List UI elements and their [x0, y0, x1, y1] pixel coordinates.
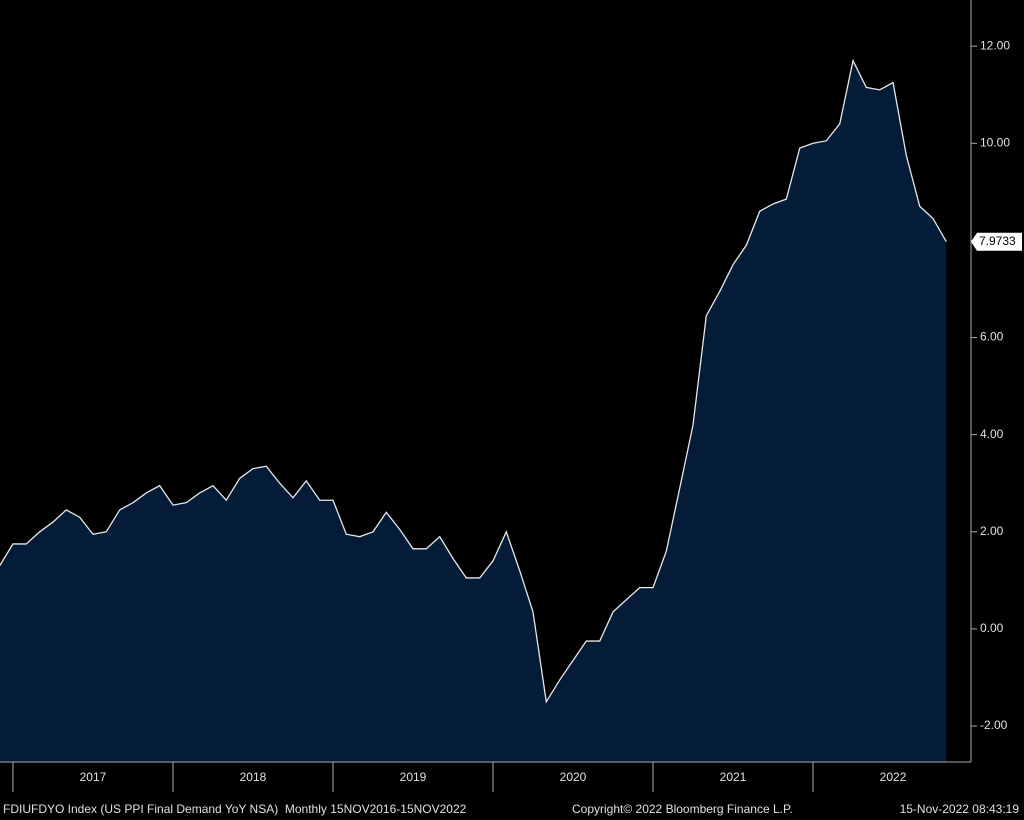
x-tick-label: 2022: [880, 770, 907, 784]
footer-timestamp: 15-Nov-2022 08:43:19: [900, 802, 1020, 816]
footer-copyright: Copyright© 2022 Bloomberg Finance L.P.: [572, 802, 793, 816]
area: [0, 60, 947, 762]
plot-area: [0, 58, 947, 762]
y-tick-label: 10.00: [980, 135, 1010, 149]
y-tick-label: 2.00: [980, 524, 1004, 538]
x-tick-label: 2019: [400, 770, 427, 784]
line: [0, 58, 947, 704]
x-tick-label: 2020: [560, 770, 587, 784]
last-value-box: [971, 232, 1022, 251]
last-value-label: 7.9733: [979, 234, 1016, 248]
y-tick-label: 12.00: [980, 38, 1010, 52]
y-tick-label: 0.00: [980, 621, 1004, 635]
y-tick-label: 6.00: [980, 330, 1004, 344]
y-tick-label: -2.00: [980, 718, 1008, 732]
footer-source: FDIUFDYO Index (US PPI Final Demand YoY …: [3, 802, 467, 816]
y-tick-label: 4.00: [980, 427, 1004, 441]
x-tick-label: 2017: [80, 770, 107, 784]
x-tick-label: 2021: [720, 770, 747, 784]
x-tick-label: 2018: [240, 770, 267, 784]
